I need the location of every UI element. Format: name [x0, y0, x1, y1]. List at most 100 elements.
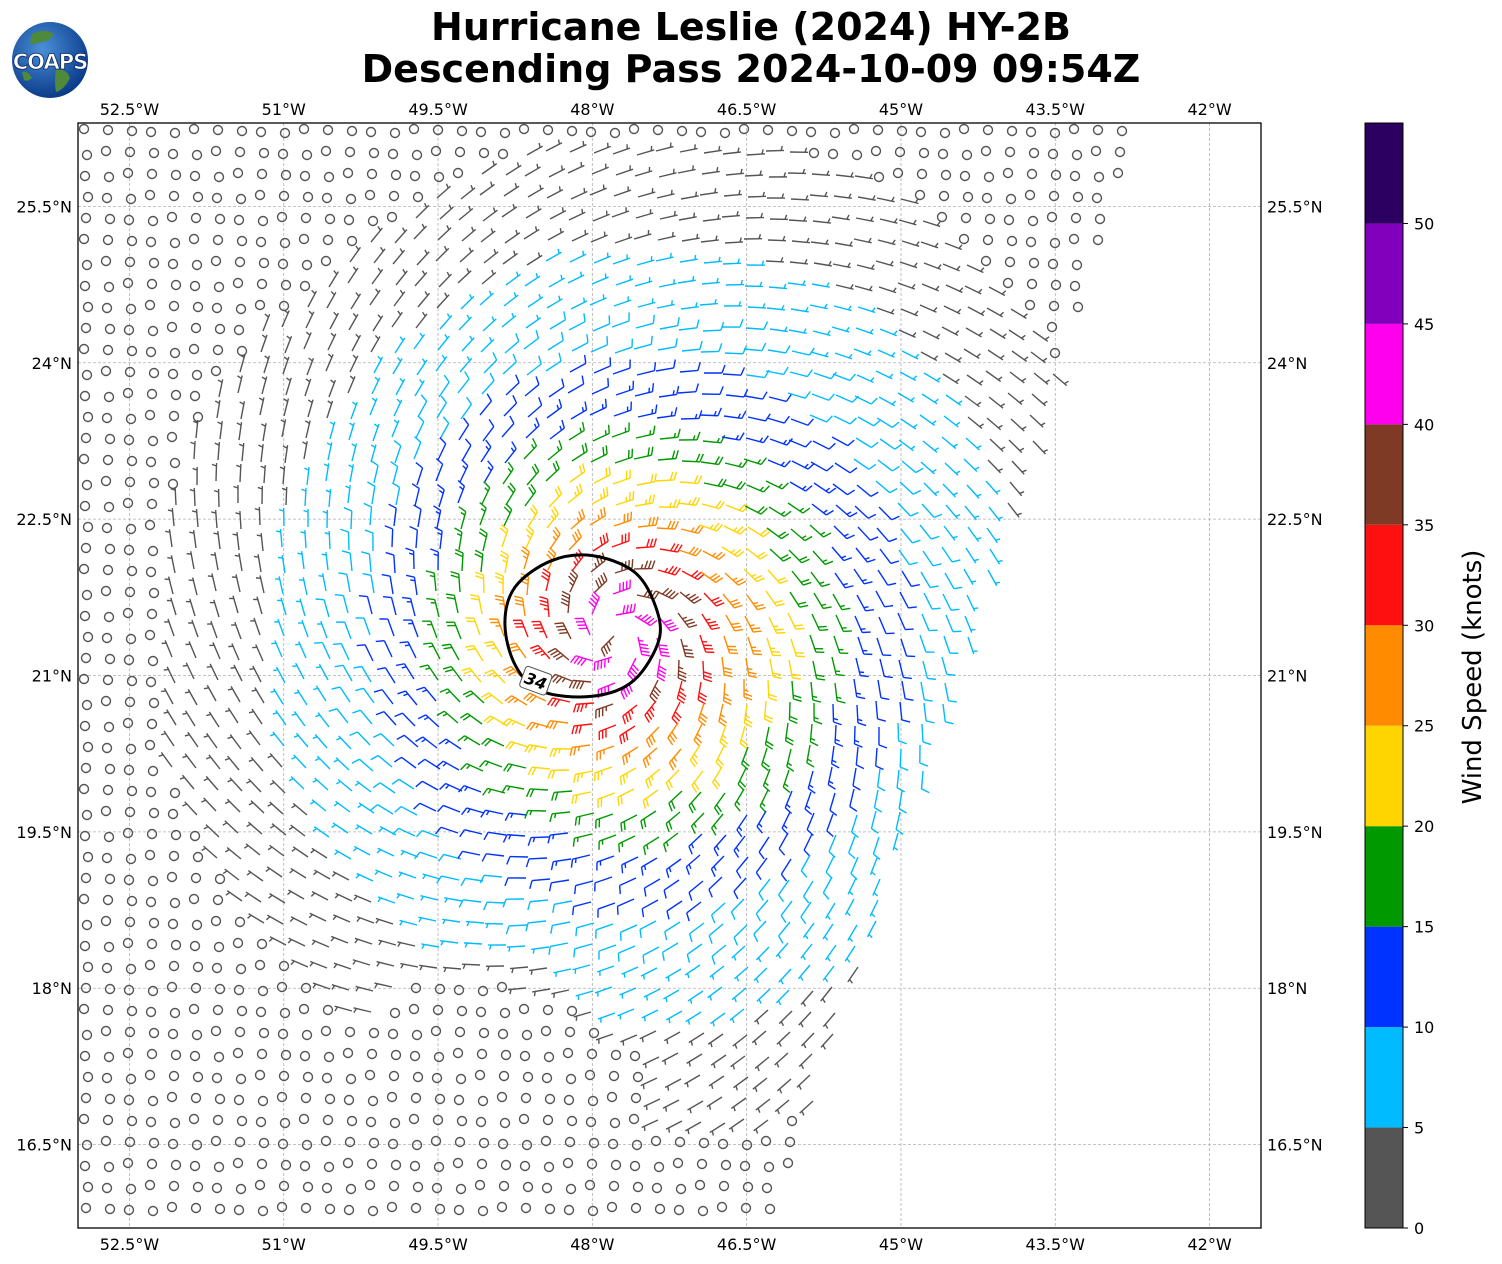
wind-barb	[595, 813, 614, 829]
wind-barb	[435, 245, 450, 262]
wind-barb	[145, 676, 157, 688]
wind-barb	[213, 488, 220, 508]
wind-barb	[574, 617, 591, 636]
wind-barb	[167, 918, 179, 930]
wind-barb	[391, 778, 415, 790]
wind-barb	[474, 549, 484, 573]
wind-barb	[650, 1135, 662, 1147]
wind-barb	[235, 1183, 247, 1195]
wind-barb	[802, 880, 814, 904]
wind-barb	[163, 709, 177, 726]
wind-barb	[963, 348, 981, 360]
wind-barb	[441, 643, 460, 661]
wind-barb	[685, 854, 701, 876]
wind-barb	[144, 409, 156, 421]
wind-barb	[964, 285, 983, 295]
wind-barb	[641, 1009, 659, 1022]
wind-barb	[805, 126, 817, 138]
wind-barb	[100, 805, 112, 817]
wind-barb	[789, 369, 813, 378]
wind-barb	[158, 752, 173, 768]
wind-barb	[414, 379, 425, 397]
wind-barb	[812, 330, 831, 337]
wind-barb	[525, 857, 548, 868]
wind-barb	[350, 401, 358, 420]
wind-barb	[461, 335, 475, 352]
wind-barb	[304, 378, 312, 397]
wind-barb	[571, 791, 592, 805]
wind-barb	[365, 126, 377, 138]
wind-barb	[262, 313, 271, 332]
wind-barb	[444, 897, 463, 903]
wind-barb	[456, 1005, 468, 1017]
wind-barb	[496, 1091, 508, 1103]
wind-barb	[315, 712, 330, 728]
wind-barb	[355, 687, 375, 704]
wind-barb	[381, 573, 394, 595]
wind-barb	[144, 849, 156, 861]
wind-barb	[452, 1047, 464, 1059]
wind-barb	[349, 354, 359, 373]
wind-barb	[520, 546, 530, 570]
wind-barb	[231, 574, 241, 593]
colorbar-label: Wind Speed (knots)	[1458, 550, 1488, 805]
wind-barb	[539, 596, 550, 618]
wind-barb	[148, 697, 160, 709]
wind-barb	[964, 505, 980, 521]
wind-barb	[899, 748, 909, 771]
wind-barb	[351, 443, 358, 462]
wind-barb	[191, 149, 203, 161]
wind-barb	[718, 703, 728, 727]
wind-barb	[123, 984, 135, 996]
wind-barb	[412, 1181, 424, 1193]
wind-barb	[260, 334, 268, 353]
wind-barb	[365, 1116, 377, 1128]
wind-barb	[147, 655, 159, 667]
wind-barb	[724, 572, 747, 586]
wind-barb	[277, 1138, 289, 1150]
wind-barb	[456, 1115, 468, 1127]
wind-barb	[78, 453, 90, 465]
wind-barb	[963, 568, 977, 585]
wind-barb	[222, 868, 240, 881]
wind-barb	[345, 485, 351, 504]
wind-barb	[188, 233, 200, 245]
wind-barb	[525, 205, 542, 219]
wind-barb	[144, 189, 156, 201]
wind-barb	[374, 869, 393, 878]
wind-barb	[235, 1073, 247, 1085]
wind-barb	[355, 985, 374, 992]
wind-barb	[784, 1136, 796, 1148]
wind-barb	[940, 169, 952, 181]
wind-barb	[347, 266, 359, 284]
wind-barb	[366, 1158, 378, 1170]
wind-barb	[825, 944, 837, 962]
wind-barb	[809, 524, 832, 538]
wind-barb	[322, 234, 334, 246]
lon-tick-label-top: 46.5°W	[717, 100, 777, 119]
wind-barb	[334, 594, 349, 614]
wind-barb	[520, 1092, 532, 1104]
wind-barb	[125, 853, 137, 865]
wind-barb	[547, 832, 569, 844]
wind-barb	[422, 620, 438, 639]
wind-barb	[355, 617, 371, 636]
wind-barb	[336, 621, 352, 640]
wind-barb	[564, 1026, 576, 1038]
wind-barb	[415, 311, 428, 329]
wind-barb	[506, 945, 526, 952]
wind-barb	[334, 1005, 353, 1012]
wind-barb	[457, 371, 470, 394]
wind-barb	[122, 167, 134, 179]
wind-barb	[789, 591, 809, 608]
wind-barb	[721, 656, 733, 678]
colorbar-swatch	[1365, 323, 1403, 425]
wind-barb	[923, 702, 935, 724]
wind-barb	[408, 123, 420, 135]
wind-barb	[761, 1182, 773, 1194]
wind-barb	[574, 812, 595, 826]
wind-barb	[291, 802, 308, 816]
wind-barb	[167, 258, 179, 270]
wind-barb	[612, 254, 631, 265]
wind-barb	[322, 124, 334, 136]
